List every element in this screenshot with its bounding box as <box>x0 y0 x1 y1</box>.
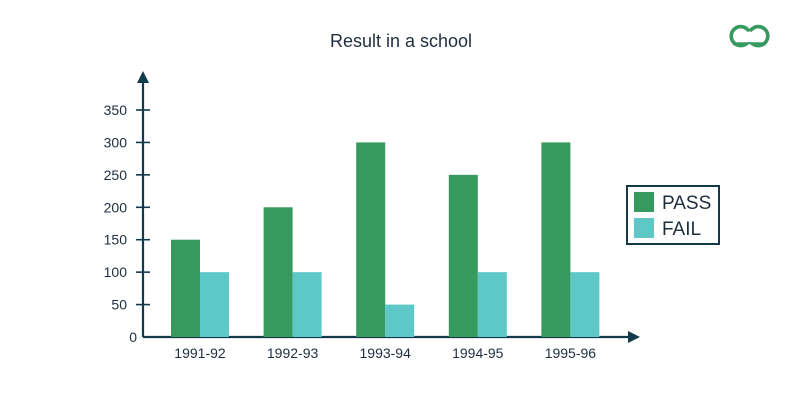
gfg-logo-icon <box>729 24 770 48</box>
bar-fail-1993-94 <box>385 304 415 337</box>
bar-pass-1994-95 <box>448 174 478 337</box>
y-tick-label: 200 <box>104 199 128 215</box>
y-tick-label: 100 <box>104 264 128 280</box>
y-tick-label: 350 <box>104 102 128 118</box>
x-tick-label: 1994-95 <box>452 345 504 361</box>
legend-label-fail: FAIL <box>662 219 701 240</box>
y-tick-label: 0 <box>129 329 137 345</box>
bar-pass-1995-96 <box>541 142 571 337</box>
y-tick-label: 250 <box>104 167 128 183</box>
x-tick-label: 1995-96 <box>545 345 597 361</box>
x-tick-label: 1992-93 <box>267 345 319 361</box>
bar-pass-1993-94 <box>356 142 386 337</box>
bar-fail-1994-95 <box>477 272 507 337</box>
y-tick-label: 50 <box>111 297 127 313</box>
bar-pass-1992-93 <box>263 207 293 337</box>
legend-swatch-fail <box>634 218 654 238</box>
bars <box>171 142 600 337</box>
x-tick-label: 1991-92 <box>174 345 226 361</box>
y-tick-label: 150 <box>104 232 128 248</box>
legend: PASS FAIL <box>626 185 720 245</box>
legend-swatch-pass <box>634 192 654 212</box>
chart-title: Result in a school <box>330 31 472 51</box>
tick-labels: 050 100 150 200 250 300 350 1991-92 1992-93 1993-… <box>104 102 597 361</box>
bar-fail-1992-93 <box>292 272 322 337</box>
bar-fail-1995-96 <box>570 272 600 337</box>
bar-fail-1991-92 <box>200 272 229 337</box>
x-tick-label: 1993-94 <box>360 345 412 361</box>
bar-pass-1991-92 <box>171 239 200 337</box>
legend-label-pass: PASS <box>662 193 711 214</box>
y-tick-label: 300 <box>104 134 128 150</box>
x-axis-arrow <box>628 331 640 343</box>
y-axis-arrow <box>137 71 149 83</box>
